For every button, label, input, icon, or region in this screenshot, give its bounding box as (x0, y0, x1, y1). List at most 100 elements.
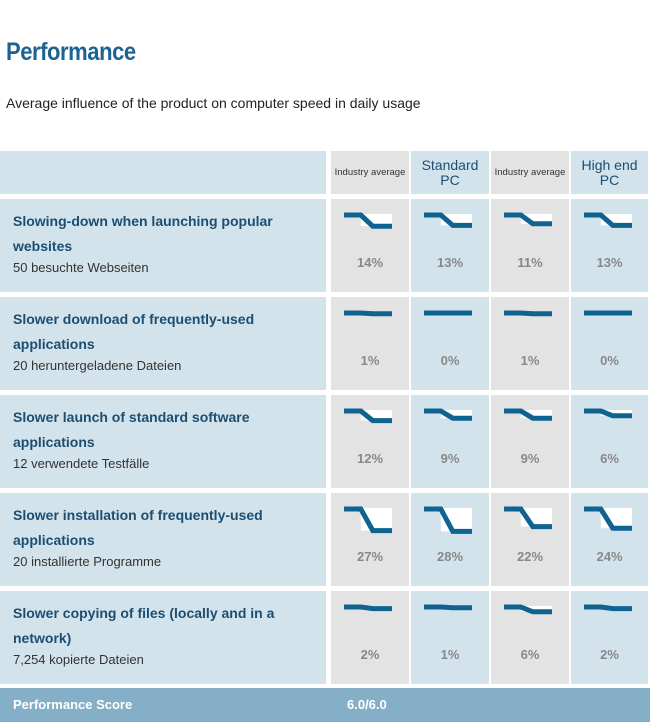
slowdown-percent: 24% (596, 549, 623, 564)
slowdown-percent: 11% (517, 255, 543, 270)
slowdown-line (584, 604, 632, 612)
slowdown-sparkline (424, 506, 472, 534)
slowdown-line (424, 408, 472, 421)
slowdown-line (424, 604, 472, 611)
value-cell: 9% (411, 395, 489, 488)
slowdown-percent: 13% (436, 255, 464, 270)
value-cell: 1% (331, 297, 409, 390)
slowdown-sparkline (424, 212, 472, 228)
row-title: Slower launch of standard software appli… (13, 409, 250, 450)
slowdown-percent: 22% (516, 549, 544, 564)
slowdown-line (584, 408, 632, 419)
slowdown-percent: 27% (356, 549, 384, 564)
baseline-band (440, 214, 472, 226)
slowdown-percent: 28% (436, 549, 464, 564)
slowdown-percent: 1% (360, 353, 380, 368)
slowdown-line (344, 604, 392, 612)
value-cell: 22% (491, 493, 569, 586)
value-cell: 27% (331, 493, 409, 586)
performance-table: Industry average Standard PC Industry av… (0, 151, 650, 689)
row-label: Slower launch of standard software appli… (0, 395, 326, 488)
slowdown-percent: 12% (356, 451, 384, 466)
slowdown-line (504, 604, 552, 615)
value-cell: 24% (571, 493, 648, 586)
slowdown-percent: 14% (356, 255, 384, 270)
slowdown-sparkline (584, 506, 632, 531)
slowdown-sparkline (424, 408, 472, 421)
baseline-band (520, 214, 552, 224)
slowdown-percent: 1% (440, 647, 460, 662)
baseline-band (600, 410, 632, 416)
value-cell: 2% (331, 591, 409, 684)
header-industry-average: Industry average (331, 151, 409, 194)
score-label: Performance Score (13, 697, 133, 712)
row-label: Slower copying of files (locally and in … (0, 591, 326, 684)
table-row: Slower launch of standard software appli… (0, 395, 650, 488)
row-label: Slowing-down when launching popular webs… (0, 199, 326, 292)
value-cell: 14% (331, 199, 409, 292)
slowdown-line (584, 506, 632, 531)
baseline-band (520, 606, 552, 612)
slowdown-line (424, 212, 472, 228)
row-title: Slower download of frequently-used appli… (13, 311, 255, 352)
slowdown-line (504, 212, 552, 227)
slowdown-line (344, 506, 392, 534)
row-detail: 12 verwendete Testfälle (13, 456, 150, 471)
slowdown-sparkline (344, 506, 392, 534)
slowdown-sparkline (504, 310, 552, 317)
slowdown-line (344, 310, 392, 317)
row-detail: 20 heruntergeladene Dateien (13, 358, 182, 373)
value-cell: 1% (411, 591, 489, 684)
performance-score-bar: Performance Score 6.0/6.0 (0, 688, 650, 722)
slowdown-percent: 0% (600, 353, 619, 368)
value-cell: 6% (571, 395, 648, 488)
row-title: Slower installation of frequently-used a… (13, 507, 263, 548)
slowdown-sparkline (584, 604, 632, 612)
page-subtitle: Average influence of the product on comp… (6, 95, 421, 111)
value-cell: 11% (491, 199, 569, 292)
row-detail: 7,254 kopierte Dateien (13, 652, 144, 667)
row-detail: 20 installierte Programme (13, 554, 162, 569)
slowdown-percent: 9% (440, 451, 460, 466)
value-cell: 13% (571, 199, 648, 292)
value-cell: 9% (491, 395, 569, 488)
table-row: Slowing-down when launching popular webs… (0, 199, 650, 292)
slowdown-percent: 6% (520, 647, 540, 662)
slowdown-sparkline (504, 604, 552, 615)
slowdown-sparkline (344, 408, 392, 424)
slowdown-percent: 1% (520, 353, 540, 368)
slowdown-sparkline (504, 212, 552, 227)
table-row: Slower copying of files (locally and in … (0, 591, 650, 684)
header-high-end-pc: High end PC (571, 151, 648, 194)
score-value: 6.0/6.0 (347, 697, 387, 712)
value-cell: 2% (571, 591, 648, 684)
value-cell: 0% (571, 297, 648, 390)
slowdown-line (344, 408, 392, 424)
slowdown-sparkline (584, 408, 632, 419)
value-cell: 1% (491, 297, 569, 390)
slowdown-sparkline (504, 506, 552, 530)
slowdown-line (504, 310, 552, 317)
slowdown-percent: 6% (600, 451, 619, 466)
slowdown-line (584, 212, 632, 228)
row-label: Slower installation of frequently-used a… (0, 493, 326, 586)
baseline-band (440, 410, 472, 419)
slowdown-sparkline (344, 604, 392, 612)
slowdown-percent: 2% (360, 647, 380, 662)
slowdown-percent: 2% (600, 647, 619, 662)
header-empty (0, 151, 326, 194)
table-row: Slower installation of frequently-used a… (0, 493, 650, 586)
row-detail: 50 besuchte Webseiten (13, 260, 149, 275)
slowdown-percent: 0% (440, 353, 460, 368)
slowdown-line (344, 212, 392, 229)
slowdown-sparkline (344, 212, 392, 229)
slowdown-sparkline (584, 212, 632, 228)
value-cell: 6% (491, 591, 569, 684)
slowdown-sparkline (424, 310, 472, 316)
table-row: Slower download of frequently-used appli… (0, 297, 650, 390)
slowdown-sparkline (504, 408, 552, 421)
table-header: Industry average Standard PC Industry av… (0, 151, 650, 194)
slowdown-sparkline (424, 604, 472, 611)
slowdown-line (504, 506, 552, 530)
page-title: Performance (6, 38, 136, 66)
